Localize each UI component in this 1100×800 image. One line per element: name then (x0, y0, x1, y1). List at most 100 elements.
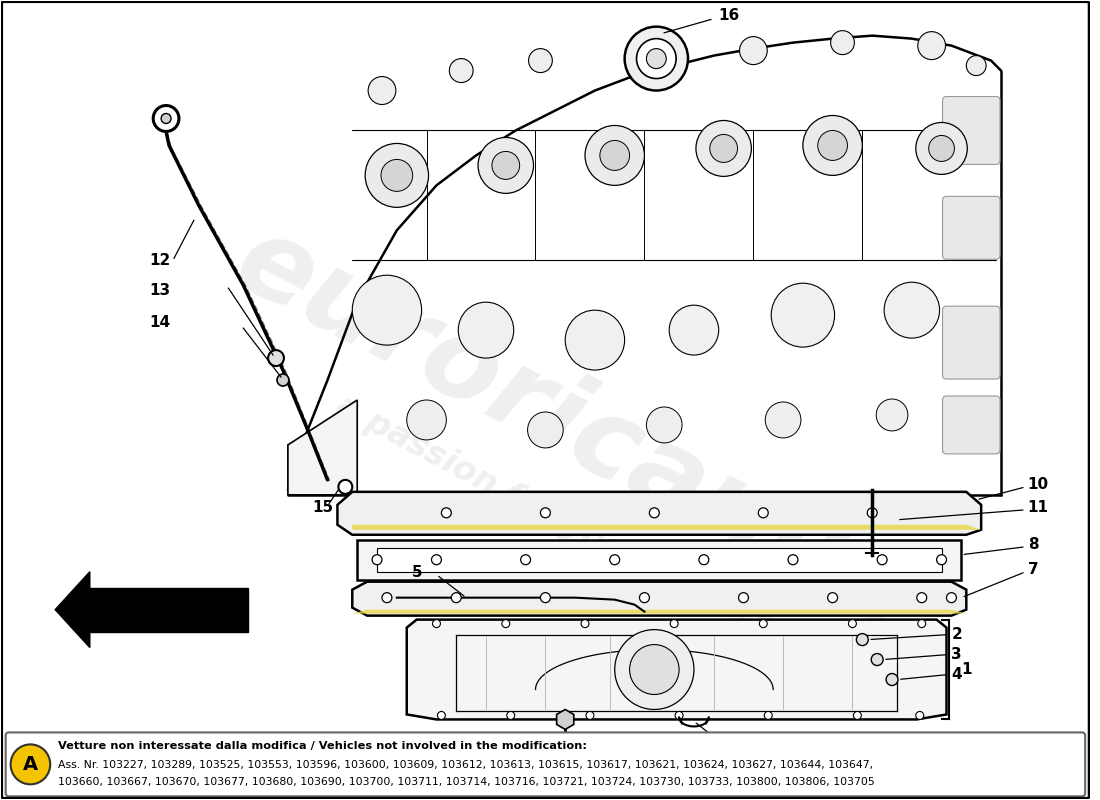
Circle shape (946, 593, 956, 602)
Text: 15: 15 (312, 500, 333, 515)
Circle shape (788, 554, 798, 565)
Polygon shape (85, 588, 249, 631)
Circle shape (857, 634, 868, 646)
Text: 8: 8 (1027, 538, 1038, 552)
Circle shape (625, 26, 688, 90)
Text: 1: 1 (961, 662, 972, 677)
Text: 4: 4 (952, 667, 962, 682)
Circle shape (669, 305, 718, 355)
Circle shape (352, 275, 421, 345)
Polygon shape (352, 582, 966, 616)
Circle shape (153, 106, 179, 131)
Text: 3: 3 (952, 647, 962, 662)
Text: 103660, 103667, 103670, 103677, 103680, 103690, 103700, 103711, 103714, 103716, : 103660, 103667, 103670, 103677, 103680, … (58, 778, 874, 787)
Circle shape (540, 593, 550, 602)
Circle shape (586, 711, 594, 719)
Circle shape (637, 38, 676, 78)
Circle shape (441, 508, 451, 518)
Circle shape (759, 620, 767, 628)
Circle shape (11, 745, 51, 784)
Text: 12: 12 (150, 253, 170, 268)
Circle shape (565, 310, 625, 370)
FancyBboxPatch shape (6, 733, 1086, 796)
FancyBboxPatch shape (943, 306, 1000, 379)
Circle shape (268, 350, 284, 366)
Circle shape (827, 593, 837, 602)
Circle shape (381, 159, 412, 191)
Circle shape (928, 135, 955, 162)
Text: euroricambi: euroricambi (218, 206, 933, 654)
Circle shape (502, 620, 509, 628)
Circle shape (696, 121, 751, 176)
Circle shape (877, 554, 887, 565)
Circle shape (848, 620, 857, 628)
Polygon shape (288, 400, 358, 495)
Text: 2: 2 (952, 627, 962, 642)
Circle shape (698, 554, 708, 565)
Text: 5: 5 (411, 565, 422, 580)
Circle shape (529, 49, 552, 73)
Polygon shape (55, 572, 90, 647)
Circle shape (854, 711, 861, 719)
Circle shape (803, 115, 862, 175)
Text: Vetture non interessate dalla modifica / Vehicles not involved in the modificati: Vetture non interessate dalla modifica /… (58, 742, 587, 751)
Circle shape (917, 620, 926, 628)
Circle shape (670, 620, 678, 628)
Circle shape (365, 143, 429, 207)
Circle shape (540, 508, 550, 518)
Circle shape (528, 412, 563, 448)
Circle shape (609, 554, 619, 565)
Circle shape (585, 126, 645, 186)
Circle shape (766, 402, 801, 438)
Circle shape (738, 593, 748, 602)
Polygon shape (407, 620, 946, 719)
Circle shape (507, 711, 515, 719)
Polygon shape (338, 492, 981, 534)
Circle shape (936, 554, 946, 565)
Circle shape (884, 282, 939, 338)
FancyBboxPatch shape (943, 196, 1000, 259)
Polygon shape (377, 548, 942, 572)
Circle shape (368, 77, 396, 105)
Circle shape (639, 593, 649, 602)
Circle shape (764, 711, 772, 719)
Circle shape (372, 554, 382, 565)
Circle shape (871, 654, 883, 666)
Circle shape (615, 630, 694, 710)
Circle shape (277, 374, 289, 386)
Text: 6: 6 (536, 742, 547, 757)
Circle shape (758, 508, 768, 518)
FancyBboxPatch shape (943, 396, 1000, 454)
Circle shape (817, 130, 847, 161)
Text: 7: 7 (1027, 562, 1038, 578)
Circle shape (647, 49, 667, 69)
Text: A: A (23, 755, 38, 774)
Circle shape (432, 620, 440, 628)
Circle shape (581, 620, 589, 628)
Polygon shape (352, 610, 966, 614)
Circle shape (649, 508, 659, 518)
FancyBboxPatch shape (943, 97, 1000, 165)
Text: 16: 16 (718, 8, 740, 23)
Polygon shape (352, 525, 981, 530)
Circle shape (407, 400, 447, 440)
Circle shape (877, 399, 908, 431)
Circle shape (916, 122, 967, 174)
Text: 13: 13 (150, 282, 170, 298)
Circle shape (449, 58, 473, 82)
Circle shape (830, 30, 855, 54)
Circle shape (478, 138, 534, 194)
Circle shape (867, 508, 877, 518)
Text: Ass. Nr. 103227, 103289, 103525, 103553, 103596, 103600, 103609, 103612, 103613,: Ass. Nr. 103227, 103289, 103525, 103553,… (58, 760, 873, 770)
Circle shape (451, 593, 461, 602)
Circle shape (916, 593, 926, 602)
Circle shape (459, 302, 514, 358)
Circle shape (492, 151, 519, 179)
Circle shape (916, 711, 924, 719)
Text: a passion for you since 1985: a passion for you since 1985 (330, 389, 821, 670)
Circle shape (966, 55, 986, 75)
Circle shape (520, 554, 530, 565)
Circle shape (431, 554, 441, 565)
Circle shape (710, 134, 737, 162)
Circle shape (600, 141, 629, 170)
